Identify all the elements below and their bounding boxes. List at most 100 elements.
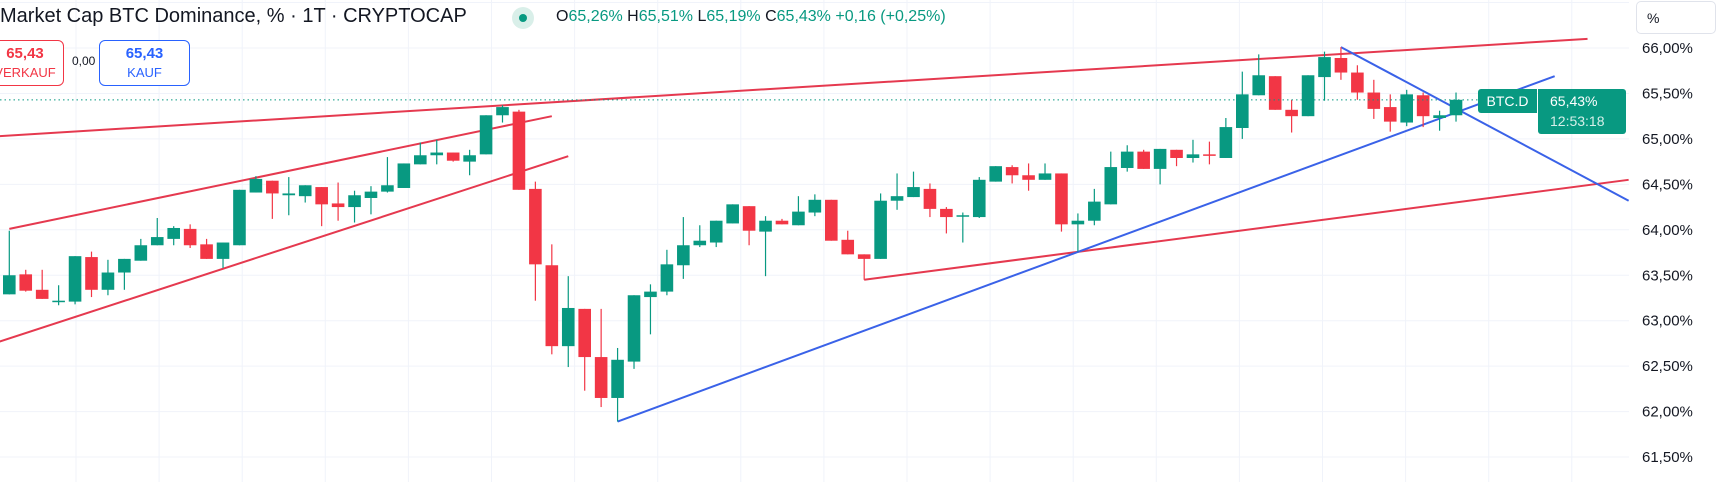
- candle-body: [414, 155, 427, 165]
- candle-body: [1120, 151, 1134, 168]
- candle: [808, 194, 822, 217]
- candle: [1236, 71, 1249, 139]
- candle-body: [1038, 173, 1052, 180]
- candle-body: [200, 244, 213, 259]
- candle: [68, 256, 82, 305]
- candle-body: [1268, 76, 1282, 110]
- y-tick-label: 62,00%: [1642, 404, 1693, 421]
- candle-body: [1055, 173, 1068, 225]
- trendline-red[interactable]: [9, 115, 553, 230]
- candles: [3, 47, 1463, 422]
- candle-body: [956, 215, 970, 217]
- candle-body: [1351, 72, 1364, 93]
- candle-body: [315, 187, 328, 205]
- candle-body: [430, 152, 444, 156]
- candle: [759, 216, 772, 277]
- candle: [430, 139, 444, 165]
- candle-body: [726, 204, 739, 224]
- change-value: +0,16 (+0,25%): [835, 8, 946, 25]
- candle: [1153, 148, 1167, 185]
- candle-body: [249, 178, 263, 193]
- candle: [364, 186, 378, 215]
- candle-body: [1153, 148, 1167, 169]
- candle-body: [3, 275, 16, 295]
- market-status-dot-icon[interactable]: [512, 7, 534, 29]
- trendlines[interactable]: [0, 37, 1630, 423]
- candle: [660, 249, 674, 296]
- candle: [1449, 92, 1463, 122]
- candle: [677, 217, 690, 279]
- trendline-blue[interactable]: [1340, 46, 1630, 202]
- sell-button[interactable]: 65,43 VERKAUF: [0, 40, 64, 86]
- candle-body: [397, 163, 411, 188]
- trendline-red[interactable]: [864, 178, 1629, 281]
- candle-body: [298, 185, 312, 197]
- candle: [233, 189, 246, 246]
- candle-body: [446, 152, 460, 161]
- candle: [150, 217, 164, 246]
- candle-body: [1416, 95, 1430, 117]
- candle-body: [381, 185, 394, 192]
- last-price-label: 65,43% 12:53:18: [1538, 89, 1626, 134]
- trendline-red[interactable]: [0, 37, 1588, 138]
- candle: [1104, 151, 1118, 205]
- candle-body: [1252, 75, 1266, 96]
- candle-body: [1285, 109, 1298, 117]
- candle: [890, 173, 904, 210]
- candle: [282, 177, 296, 216]
- candle-body: [233, 189, 246, 246]
- candle-body: [529, 188, 542, 265]
- candle: [298, 185, 312, 203]
- candle-body: [561, 307, 575, 347]
- candle: [1088, 188, 1101, 226]
- y-tick-label: 63,50%: [1642, 267, 1693, 284]
- candle-body: [101, 272, 115, 290]
- candle: [1383, 94, 1397, 132]
- candle-body: [479, 115, 493, 155]
- candle: [693, 225, 707, 248]
- candle-body: [874, 200, 887, 259]
- candle-body: [644, 291, 657, 298]
- candle: [496, 105, 509, 123]
- candle: [414, 142, 427, 165]
- candle: [52, 285, 65, 306]
- candle: [200, 238, 213, 259]
- candle: [1005, 165, 1019, 184]
- trendline-red[interactable]: [0, 155, 569, 343]
- spread-value: 0,00: [72, 54, 96, 68]
- candle: [1055, 173, 1068, 232]
- candle-body: [1383, 107, 1397, 122]
- open-value: 65,26%: [568, 8, 623, 25]
- buy-label: KAUF: [127, 65, 162, 80]
- candle-body: [1022, 175, 1035, 180]
- candle-body: [266, 180, 279, 194]
- buy-button[interactable]: 65,43 KAUF: [99, 40, 190, 86]
- candle-body: [1137, 151, 1150, 169]
- close-value: 65,43%: [776, 8, 831, 25]
- candle: [512, 109, 526, 190]
- candle: [1186, 139, 1200, 163]
- price-scale-unit-button[interactable]: %: [1636, 1, 1716, 34]
- candle-body: [545, 265, 559, 347]
- y-tick-label: 63,00%: [1642, 313, 1693, 330]
- candle: [545, 244, 559, 355]
- ohlc-legend: O65,26% H65,51% L65,19% C65,43% +0,16 (+…: [556, 8, 946, 26]
- candle: [134, 238, 148, 261]
- candle: [216, 242, 230, 268]
- candle-body: [496, 107, 509, 116]
- price-axis[interactable]: 61,50% 62,00% 62,50% 63,00% 63,50% 64,00% 64,5…: [1642, 40, 1693, 466]
- candle: [1351, 65, 1364, 100]
- candle-body: [709, 220, 723, 243]
- candle-body: [1433, 115, 1446, 118]
- y-tick-label: 64,00%: [1642, 222, 1693, 239]
- candle-body: [52, 300, 65, 303]
- candle: [529, 181, 542, 301]
- candle: [561, 276, 575, 368]
- candle: [726, 204, 739, 224]
- candle: [742, 206, 756, 246]
- candle: [989, 166, 1002, 182]
- buy-price: 65,43: [125, 45, 164, 62]
- low-value: 65,19%: [706, 8, 761, 25]
- trendline-blue[interactable]: [617, 75, 1556, 423]
